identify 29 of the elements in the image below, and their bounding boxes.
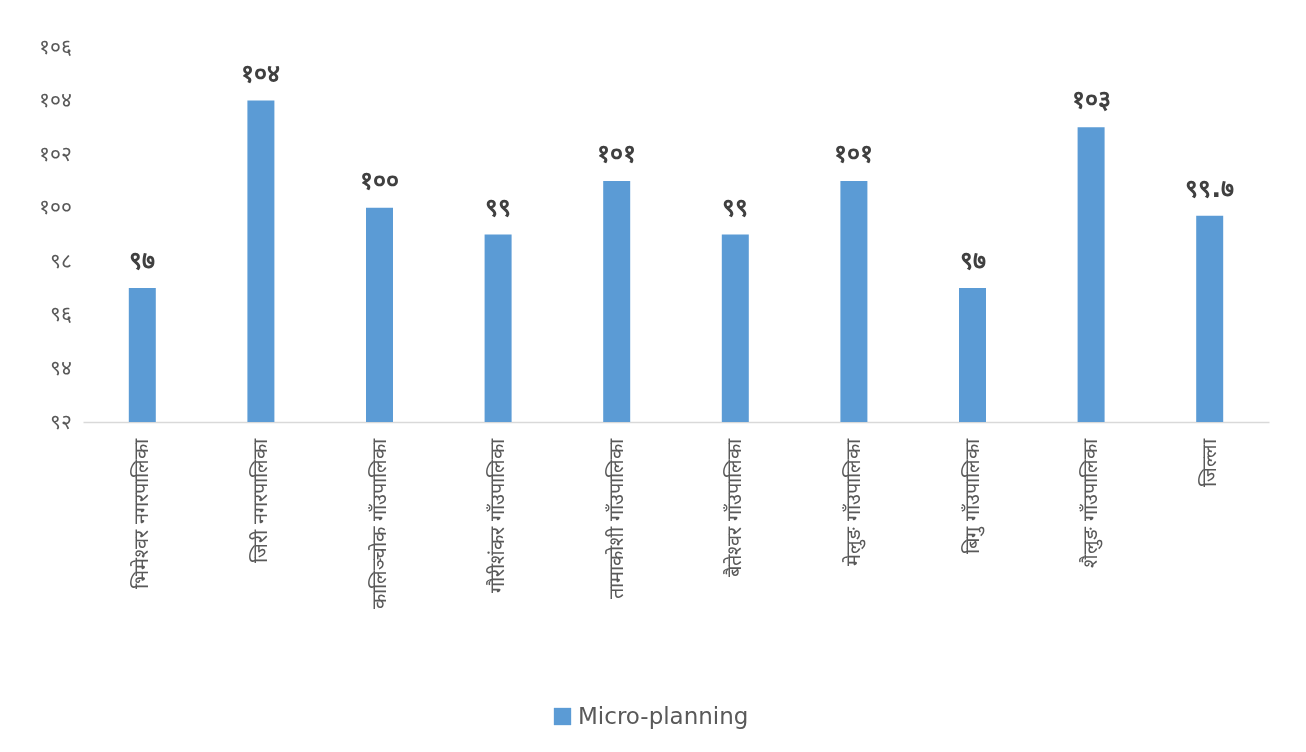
y-tick-label: १०० (38, 195, 72, 220)
x-tick-label: बैतेश्वर गाँउपालिका (722, 437, 747, 577)
x-tick-label: तामाकोशी गाँउपालिका (603, 437, 628, 599)
data-label: १०४ (241, 58, 281, 88)
data-label: १०१ (597, 138, 637, 168)
data-label: ९७ (959, 246, 986, 276)
x-tick-label: भिमेश्वर नगरपालिका (129, 437, 154, 589)
x-tick-label: मेलुङ गाँउपालिका (840, 437, 866, 566)
legend-label: Micro-planning (578, 702, 749, 729)
data-label: १०० (360, 165, 399, 195)
x-tick-label: शैलुङ गाँउपालिका (1078, 437, 1104, 568)
y-tick-label: ९६ (49, 302, 72, 327)
y-tick-label: १०६ (38, 34, 72, 59)
y-tick-label: ९८ (49, 248, 72, 273)
data-label: ९७ (129, 246, 156, 276)
y-tick-label: १०२ (38, 141, 72, 166)
x-tick-label: जिरी नगरपालिका (247, 437, 272, 563)
x-tick-label: जिल्ला (1196, 437, 1221, 487)
x-tick-label: गौरीशंकर गाँउपालिका (485, 437, 510, 593)
x-tick-label: बिगु गाँउपालिका (959, 437, 985, 554)
y-tick-label: १०४ (38, 88, 72, 113)
y-tick-label: ९४ (49, 355, 72, 380)
data-label: ९९.७ (1185, 173, 1234, 203)
data-label: १०१ (834, 138, 874, 168)
y-tick-label: ९२ (49, 409, 72, 434)
data-label: ९९ (485, 192, 512, 222)
data-label: ९९ (722, 192, 749, 222)
x-tick-label: कालिञ्चोक गाँउपालिका (366, 437, 391, 609)
data-label: १०३ (1071, 85, 1111, 115)
